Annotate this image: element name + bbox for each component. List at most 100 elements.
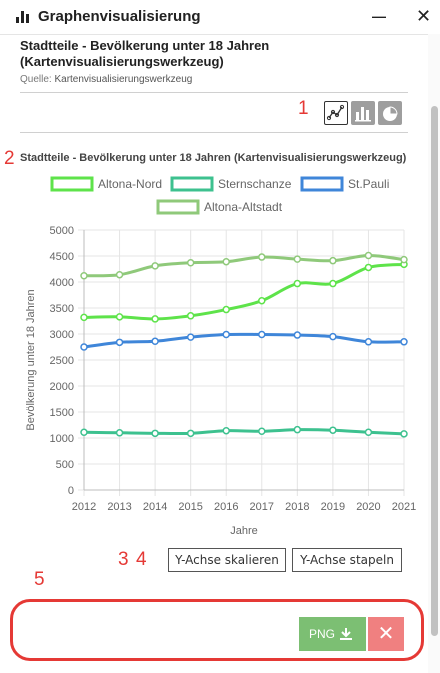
- divider: [20, 92, 408, 93]
- data-point: [293, 255, 302, 263]
- data-point: [222, 330, 230, 339]
- data-point: [329, 332, 337, 341]
- legend-swatch: [50, 176, 94, 192]
- x-tick-label: 2016: [214, 501, 238, 513]
- data-point: [222, 426, 230, 435]
- y-tick-label: 0: [68, 485, 74, 497]
- bar-chart-icon: [16, 11, 30, 23]
- data-point: [186, 333, 195, 341]
- x-tick-label: 2017: [250, 501, 274, 513]
- annotation-5: 5: [34, 569, 45, 590]
- data-point: [400, 338, 408, 346]
- data-point: [364, 263, 373, 272]
- annotation-2: 2: [4, 148, 15, 169]
- panel-content: Stadtteile - Bevölkerung unter 18 Jahren…: [0, 34, 428, 673]
- x-tick-label: 2018: [285, 501, 309, 513]
- data-point: [258, 330, 266, 339]
- data-point: [115, 270, 124, 279]
- x-tick-label: 2014: [143, 501, 167, 513]
- bar-chart-button[interactable]: [351, 101, 375, 125]
- data-point: [400, 255, 408, 264]
- bar-chart-icon: [355, 107, 371, 122]
- pie-chart-button[interactable]: [378, 101, 402, 125]
- annotation-3: 3: [118, 549, 129, 570]
- y-tick-label: 3500: [50, 303, 74, 315]
- annotation-4: 4: [136, 549, 147, 570]
- y-tick-label: 4000: [50, 277, 74, 289]
- data-point: [258, 427, 266, 435]
- pie-chart-icon: [383, 106, 398, 121]
- legend-label: St.Pauli: [348, 177, 389, 191]
- data-point: [329, 426, 337, 434]
- source-line: Quelle: Kartenvisualisierungswerkzeug: [20, 74, 192, 85]
- x-tick-label: 2021: [392, 501, 416, 513]
- data-point: [186, 259, 195, 267]
- annotation-1: 1: [298, 98, 309, 119]
- footer-highlight: [10, 599, 424, 661]
- data-point: [80, 343, 88, 351]
- y-tick-label: 5000: [50, 225, 74, 237]
- x-axis-label: Jahre: [230, 525, 258, 537]
- data-point: [364, 251, 373, 260]
- data-point: [151, 429, 159, 438]
- layer-title: Stadtteile - Bevölkerung unter 18 Jahren…: [20, 38, 270, 69]
- y-tick-label: 3000: [50, 329, 74, 341]
- data-point: [222, 257, 230, 266]
- line-chart: Altona-Nord Sternschanze St.Pauli Altona-Al…: [25, 176, 416, 537]
- scale-y-axis-button[interactable]: Y-Achse skalieren: [168, 548, 286, 572]
- stack-y-axis-button[interactable]: Y-Achse stapeln: [292, 548, 402, 572]
- x-tick-label: 2012: [72, 501, 96, 513]
- data-point: [364, 338, 373, 346]
- data-point: [186, 312, 195, 320]
- y-tick-label: 2000: [50, 381, 74, 393]
- data-point: [329, 256, 337, 265]
- data-point: [329, 279, 337, 288]
- data-point: [258, 253, 266, 261]
- series-line: [83, 428, 405, 436]
- data-point: [186, 429, 195, 438]
- divider: [20, 132, 408, 133]
- scrollbar-thumb[interactable]: [431, 106, 438, 636]
- legend-label: Altona-Altstadt: [204, 200, 283, 214]
- window-titlebar: Graphenvisualisierung — ✕: [0, 0, 440, 35]
- close-chart-button[interactable]: ✕: [368, 617, 404, 651]
- y-tick-label: 4500: [50, 251, 74, 263]
- y-tick-label: 1500: [50, 407, 74, 419]
- x-tick-label: 2013: [107, 501, 131, 513]
- data-point: [151, 315, 159, 323]
- minimize-button[interactable]: —: [372, 8, 386, 24]
- line-chart-icon: [326, 104, 345, 121]
- download-icon: [340, 628, 352, 640]
- window-title: Graphenvisualisierung: [38, 8, 201, 25]
- legend-swatch: [300, 176, 344, 192]
- data-point: [293, 279, 302, 288]
- source-value: Kartenvisualisierungswerkzeug: [54, 74, 193, 85]
- chart-title: Stadtteile - Bevölkerung unter 18 Jahren…: [20, 152, 407, 164]
- data-point: [115, 338, 124, 347]
- png-label: PNG: [309, 627, 336, 641]
- legend-swatch: [170, 176, 214, 192]
- x-tick-label: 2015: [178, 501, 202, 513]
- data-point: [151, 337, 159, 346]
- data-point: [80, 313, 88, 322]
- data-point: [115, 313, 124, 321]
- scrollbar[interactable]: [428, 34, 440, 673]
- data-point: [400, 430, 408, 438]
- data-point: [80, 428, 88, 437]
- png-download-button[interactable]: PNG: [299, 617, 366, 651]
- data-point: [293, 425, 302, 434]
- series-line: [83, 253, 405, 278]
- y-axis-label: Bevölkerung unter 18 Jahren: [25, 289, 37, 430]
- x-tick-label: 2019: [321, 501, 345, 513]
- close-window-button[interactable]: ✕: [416, 6, 432, 26]
- y-tick-label: 500: [56, 459, 74, 471]
- y-tick-label: 1000: [50, 433, 74, 445]
- data-point: [258, 296, 266, 305]
- source-label: Quelle:: [20, 74, 52, 85]
- legend-swatch: [156, 199, 200, 215]
- y-tick-label: 2500: [50, 355, 74, 367]
- line-chart-button[interactable]: [324, 101, 348, 125]
- series-line: [83, 332, 405, 349]
- legend-label: Altona-Nord: [98, 177, 162, 191]
- x-tick-label: 2020: [356, 501, 380, 513]
